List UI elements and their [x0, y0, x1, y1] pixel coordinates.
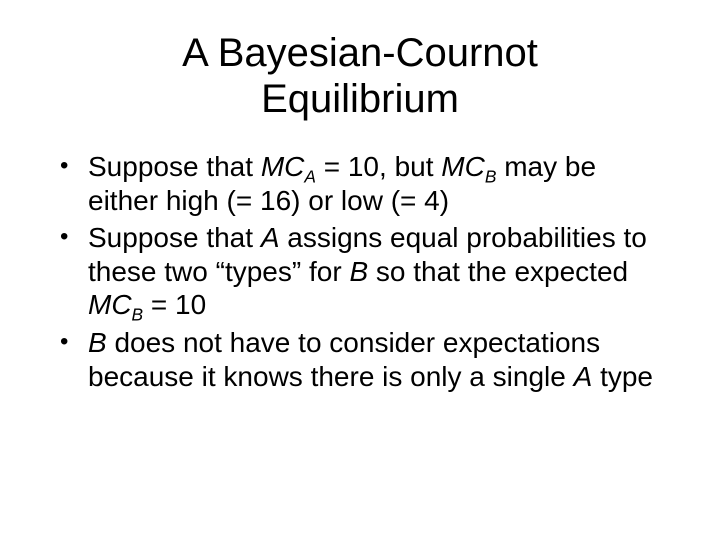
mc-term: MCA	[261, 151, 316, 182]
mc-term: MCB	[441, 151, 496, 182]
firm-b: B	[349, 256, 368, 287]
mc-base: MC	[441, 151, 485, 182]
text: Suppose that	[88, 222, 261, 253]
bullet-item: B does not have to consider expectations…	[60, 326, 672, 393]
bullet-list: Suppose that MCA = 10, but MCB may be ei…	[40, 150, 680, 393]
title-line-1: A Bayesian-Cournot	[182, 31, 538, 75]
firm-a: A	[261, 222, 280, 253]
firm-a: A	[574, 361, 593, 392]
text: does not have to consider expectations b…	[88, 327, 600, 392]
mc-base: MC	[261, 151, 305, 182]
mc-sub: B	[132, 305, 144, 325]
text: Suppose that	[88, 151, 261, 182]
slide: A Bayesian-Cournot Equilibrium Suppose t…	[0, 0, 720, 540]
firm-b: B	[88, 327, 107, 358]
mc-sub: B	[485, 167, 497, 187]
text: = 10, but	[316, 151, 441, 182]
text: so that the expected	[368, 256, 628, 287]
title-line-2: Equilibrium	[261, 77, 459, 121]
mc-term: MCB	[88, 289, 143, 320]
text: = 10	[143, 289, 206, 320]
bullet-item: Suppose that MCA = 10, but MCB may be ei…	[60, 150, 672, 217]
text: type	[592, 361, 653, 392]
mc-base: MC	[88, 289, 132, 320]
slide-title: A Bayesian-Cournot Equilibrium	[40, 30, 680, 122]
mc-sub: A	[304, 167, 316, 187]
bullet-item: Suppose that A assigns equal probabiliti…	[60, 221, 672, 322]
